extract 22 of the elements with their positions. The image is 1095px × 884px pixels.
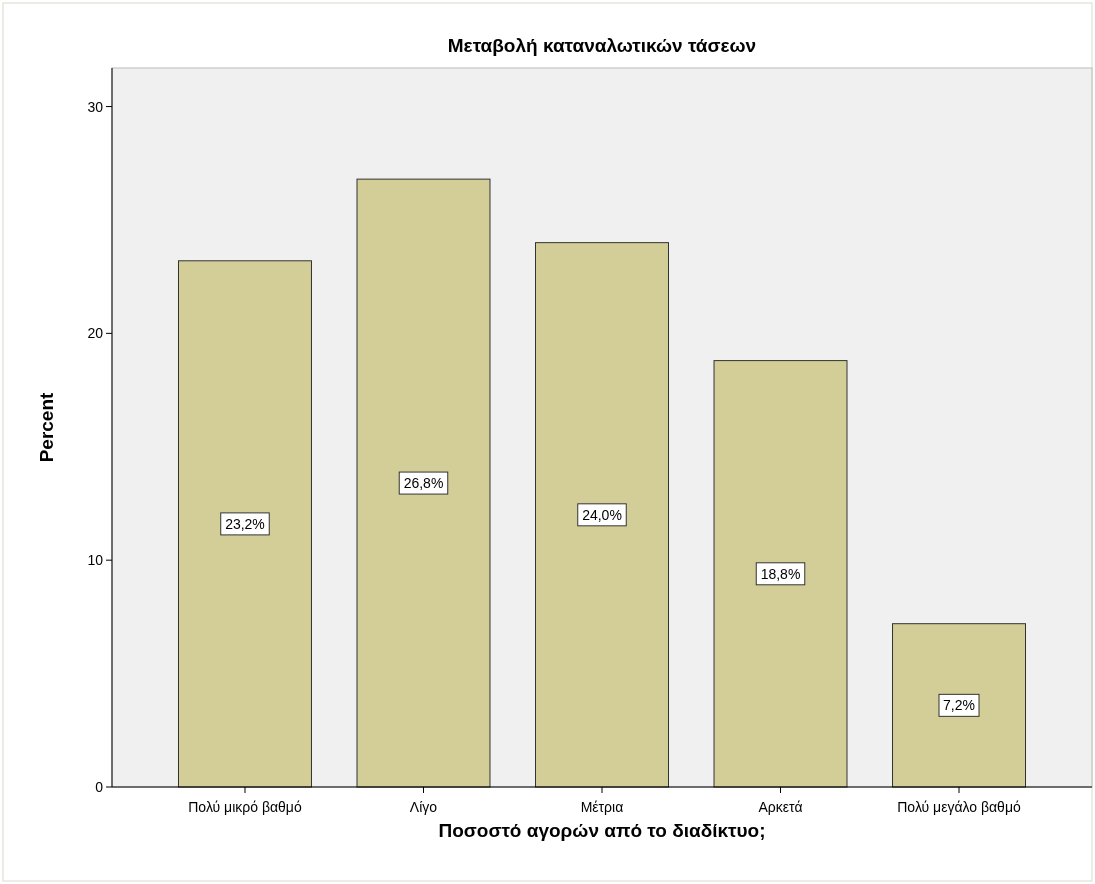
bar xyxy=(356,178,491,788)
x-axis-title: Ποσοστό αγορών από το διαδίκτυο; xyxy=(438,820,766,841)
data-label: 7,2% xyxy=(943,697,975,714)
bar xyxy=(892,623,1027,788)
data-label: 26,8% xyxy=(403,475,444,492)
x-tick-label: Αρκετά xyxy=(758,799,803,815)
data-label: 24,0% xyxy=(582,506,622,523)
x-tick-label: Πολύ μικρό βαθμό xyxy=(188,799,302,815)
x-tick-label: Μέτρια xyxy=(580,799,624,815)
bar xyxy=(535,242,669,788)
data-label: 23,2% xyxy=(225,515,265,532)
y-axis-title: Percent xyxy=(36,391,57,463)
x-tick-label: Πολύ μεγάλο βαθμό xyxy=(897,799,1021,815)
x-tick-label: Λίγο xyxy=(409,799,438,815)
bar xyxy=(713,360,848,788)
y-tick-label: 0 xyxy=(95,779,104,795)
y-tick-label: 30 xyxy=(87,98,104,115)
data-label: 18,8% xyxy=(760,565,801,582)
chart-title: Μεταβολή καταναλωτικών τάσεων xyxy=(447,35,757,56)
y-tick-label: 20 xyxy=(87,325,104,342)
y-tick-label: 10 xyxy=(87,552,104,569)
bar xyxy=(177,260,312,788)
